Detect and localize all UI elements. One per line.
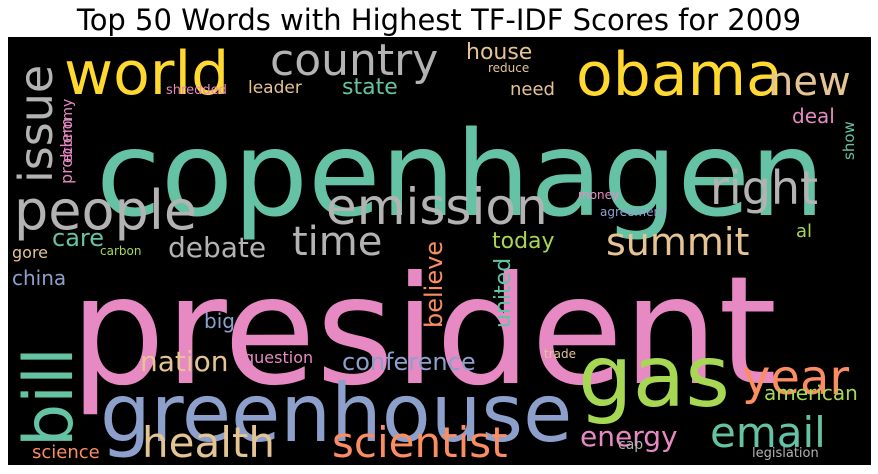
word-emission: emission: [326, 178, 548, 236]
word-summit: summit: [606, 220, 749, 264]
word-china: china: [12, 266, 66, 290]
word-health: health: [142, 418, 275, 465]
word-gore: gore: [12, 243, 48, 262]
word-show: show: [840, 121, 858, 160]
word-state: state: [342, 75, 398, 100]
word-energy: energy: [580, 420, 678, 453]
word-country: country: [270, 37, 438, 86]
word-leader: leader: [248, 78, 302, 98]
word-science: science: [32, 442, 100, 463]
word-house: house: [466, 40, 532, 65]
word-today: today: [492, 229, 555, 254]
word-shredded: shredded: [166, 83, 227, 98]
word-copenhagen: copenhagen: [96, 105, 825, 243]
word-greenhouse: greenhouse: [100, 367, 572, 460]
word-new: new: [768, 59, 851, 105]
word-debate: debate: [168, 231, 266, 264]
word-cloud-panel: president copenhagen greenhouse gas obama wor…: [8, 37, 871, 465]
word-gas: gas: [578, 327, 730, 427]
word-right: right: [710, 161, 818, 215]
word-american: american: [764, 381, 858, 405]
word-big: big: [204, 309, 235, 333]
word-economy: economy: [60, 99, 76, 163]
word-legislation: legislation: [752, 446, 819, 461]
word-president: president: [70, 245, 777, 419]
word-united: united: [491, 258, 516, 328]
word-year: year: [742, 350, 849, 406]
word-conference: conference: [342, 348, 476, 376]
word-believe: believe: [420, 241, 448, 328]
word-deal: deal: [792, 104, 835, 128]
word-problem: problem: [57, 118, 76, 184]
word-care: care: [52, 224, 104, 252]
word-agreement: agreement: [600, 205, 666, 219]
word-question: question: [244, 348, 313, 367]
word-issue: issue: [9, 65, 63, 183]
word-need: need: [510, 79, 555, 100]
word-nation: nation: [140, 345, 229, 378]
word-carbon: carbon: [100, 244, 141, 258]
word-al: al: [796, 221, 812, 242]
word-scientist: scientist: [332, 418, 508, 465]
word-cap: cap: [618, 437, 643, 453]
word-world: world: [64, 39, 229, 109]
chart-title: Top 50 Words with Highest TF-IDF Scores …: [76, 3, 802, 37]
word-reduce: reduce: [488, 61, 529, 75]
word-email: email: [710, 408, 826, 457]
word-trade: trade: [544, 347, 576, 361]
word-time: time: [292, 219, 382, 265]
word-bill: bill: [10, 347, 89, 447]
word-people: people: [14, 179, 197, 242]
word-obama: obama: [576, 40, 783, 110]
word-money: money: [578, 188, 619, 202]
